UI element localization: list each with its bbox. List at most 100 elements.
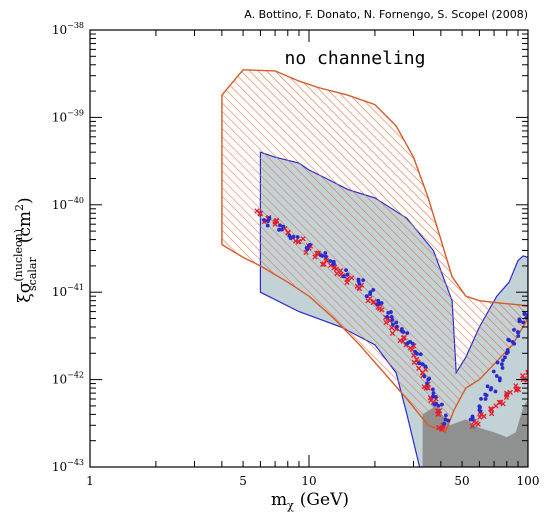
series-1-circle-marker — [389, 310, 393, 314]
series-0-cross-marker — [488, 406, 495, 412]
series-1-circle-marker — [295, 235, 300, 239]
series-1-circle-marker — [443, 413, 448, 418]
series-0-cross-marker — [435, 410, 441, 417]
series-1-circle-marker — [328, 259, 333, 263]
y-axis-unit-power: 2 — [13, 204, 26, 211]
series-1-circle-marker — [512, 341, 517, 346]
series-1-circle-marker — [379, 301, 384, 305]
series-0-cross-marker — [383, 319, 389, 326]
series-0-cross-marker — [527, 373, 528, 378]
y-tick-label: 10−42 — [52, 371, 84, 387]
series-1-circle-marker — [479, 396, 483, 401]
y-tick-label: 10−38 — [52, 21, 84, 37]
y-tick-label: 10−41 — [52, 283, 84, 299]
series-0-cross-marker — [513, 383, 519, 389]
series-1-circle-marker — [505, 348, 510, 352]
series-1-circle-marker — [262, 218, 266, 222]
x-axis-subscript: χ — [287, 499, 294, 512]
series-0-cross-marker — [334, 270, 340, 277]
x-tick-label: 1 — [86, 474, 94, 488]
series-1-circle-marker — [477, 404, 482, 409]
series-1-circle-marker — [265, 223, 270, 228]
series-0-cross-marker — [411, 359, 417, 366]
y-axis-symbol: σ — [15, 281, 35, 293]
series-0-cross-marker — [519, 373, 526, 379]
series-0-cross-marker — [477, 414, 483, 420]
y-axis-unit-open: (cm — [15, 211, 35, 243]
series-0-cross-marker — [397, 337, 403, 344]
series-1-circle-marker — [499, 362, 504, 367]
series-1-circle-marker — [516, 334, 521, 338]
series-0-cross-marker — [493, 403, 499, 409]
series-1-circle-marker — [420, 362, 425, 367]
series-1-circle-marker — [410, 341, 415, 346]
x-tick-label: 100 — [517, 474, 540, 488]
series-1-circle-marker — [361, 278, 365, 283]
series-1-circle-marker — [522, 312, 527, 317]
series-1-circle-marker — [344, 268, 348, 273]
y-axis-subscript: scalar — [26, 257, 39, 291]
series-1-circle-marker — [375, 302, 380, 307]
series-1-circle-marker — [485, 384, 490, 389]
series-1-circle-marker — [431, 387, 435, 392]
series-1-circle-marker — [507, 338, 512, 343]
series-1-circle-marker — [488, 387, 493, 392]
series-1-circle-marker — [497, 376, 502, 381]
series-1-circle-marker — [516, 330, 520, 335]
x-axis-title: mχ (GeV) — [271, 490, 349, 512]
series-1-circle-marker — [405, 341, 409, 346]
series-0-cross-marker — [422, 366, 429, 373]
svg-text:ξσ(nucleon)scalar(cm2): ξσ(nucleon)scalar (cm2) — [12, 197, 39, 302]
series-1-circle-marker — [266, 219, 270, 224]
series-0-cross-marker — [401, 334, 407, 341]
series-1-circle-marker — [431, 391, 436, 396]
annotation-no-channeling: no channeling — [285, 48, 426, 69]
series-0-cross-marker — [319, 261, 326, 268]
series-1-circle-marker — [281, 224, 286, 229]
x-tick-label: 5 — [239, 474, 247, 488]
axis-ticks — [89, 29, 528, 468]
series-1-circle-marker — [390, 318, 395, 322]
series-0-cross-marker — [273, 218, 280, 224]
series-0-cross-marker — [321, 261, 327, 267]
plot-area: 1 5 10 50 100 10−38 10−39 10−40 10−41 10−42 10−43 — [52, 21, 540, 488]
y-axis-unit-close: ) — [15, 197, 35, 204]
y-tick-label: 10−43 — [52, 458, 84, 474]
series-1-circle-marker — [518, 319, 522, 323]
series-0-cross-marker — [312, 254, 318, 260]
series-1-circle-marker — [364, 294, 369, 299]
series-1-circle-marker — [432, 402, 437, 407]
series-1-circle-marker — [318, 253, 323, 258]
series-1-circle-marker — [305, 247, 310, 252]
series-0-cross-marker — [257, 210, 263, 216]
orange-hatched-region — [221, 69, 528, 434]
series-1-circle-marker — [501, 358, 505, 363]
series-0-cross-marker — [504, 392, 510, 398]
series-1-circle-marker — [440, 402, 444, 407]
series-1-circle-marker — [493, 389, 498, 394]
y-axis-title: ξσ(nucleon)scalar (cm2) — [12, 197, 39, 302]
series-1-circle-marker — [442, 421, 447, 426]
series-0-cross-marker — [344, 279, 350, 286]
series-1-circle-marker — [405, 331, 410, 336]
series-1-circle-marker — [277, 227, 281, 232]
series-0-cross-marker — [481, 413, 487, 419]
series-0-cross-marker — [475, 421, 481, 427]
y-tick-label: 10−39 — [52, 108, 84, 124]
series-0-cross-marker — [489, 410, 495, 417]
series-0-cross-marker — [439, 426, 445, 432]
series-0-cross-marker — [525, 369, 528, 375]
series-0-cross-marker — [349, 275, 355, 281]
series-1-circle-marker — [356, 277, 361, 282]
series-1-circle-marker — [331, 262, 335, 267]
series-1-circle-marker — [371, 288, 376, 292]
series-0-cross-marker — [469, 423, 476, 429]
series-1-circle-marker — [394, 320, 399, 325]
series-1-circle-marker — [267, 216, 272, 220]
series-1-circle-marker — [423, 364, 428, 369]
series-1-circle-marker — [494, 374, 499, 378]
series-1-circle-marker — [278, 223, 282, 228]
series-1-circle-marker — [468, 417, 473, 422]
series-1-circle-marker — [288, 236, 293, 241]
